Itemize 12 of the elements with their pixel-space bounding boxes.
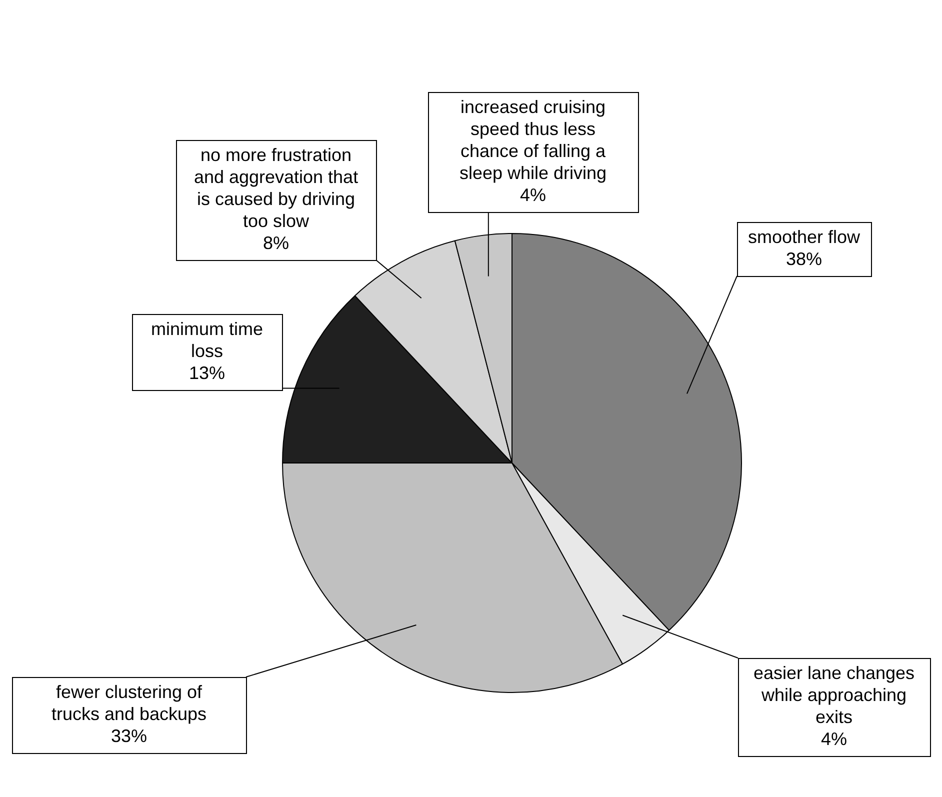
data-label: 33%: [110, 726, 148, 746]
data-label: 13%: [188, 362, 226, 383]
slice-label: increased cruising speed thus less chance of falling a sleep while driving: [459, 96, 607, 183]
slice-label: minimum time loss: [150, 318, 264, 361]
data-label: 4%: [520, 184, 546, 205]
slice-label: fewer clustering of trucks and backups: [51, 682, 207, 724]
slice-label: no more frustration and aggrevation that is caused by driving too slow: [194, 144, 358, 231]
data-label: 4%: [820, 728, 848, 749]
data-label: 38%: [786, 248, 822, 269]
slice-label: smoother flow: [748, 226, 862, 247]
slice-label: easier lane changes while approaching exits: [753, 662, 915, 727]
data-label: 8%: [262, 232, 290, 253]
